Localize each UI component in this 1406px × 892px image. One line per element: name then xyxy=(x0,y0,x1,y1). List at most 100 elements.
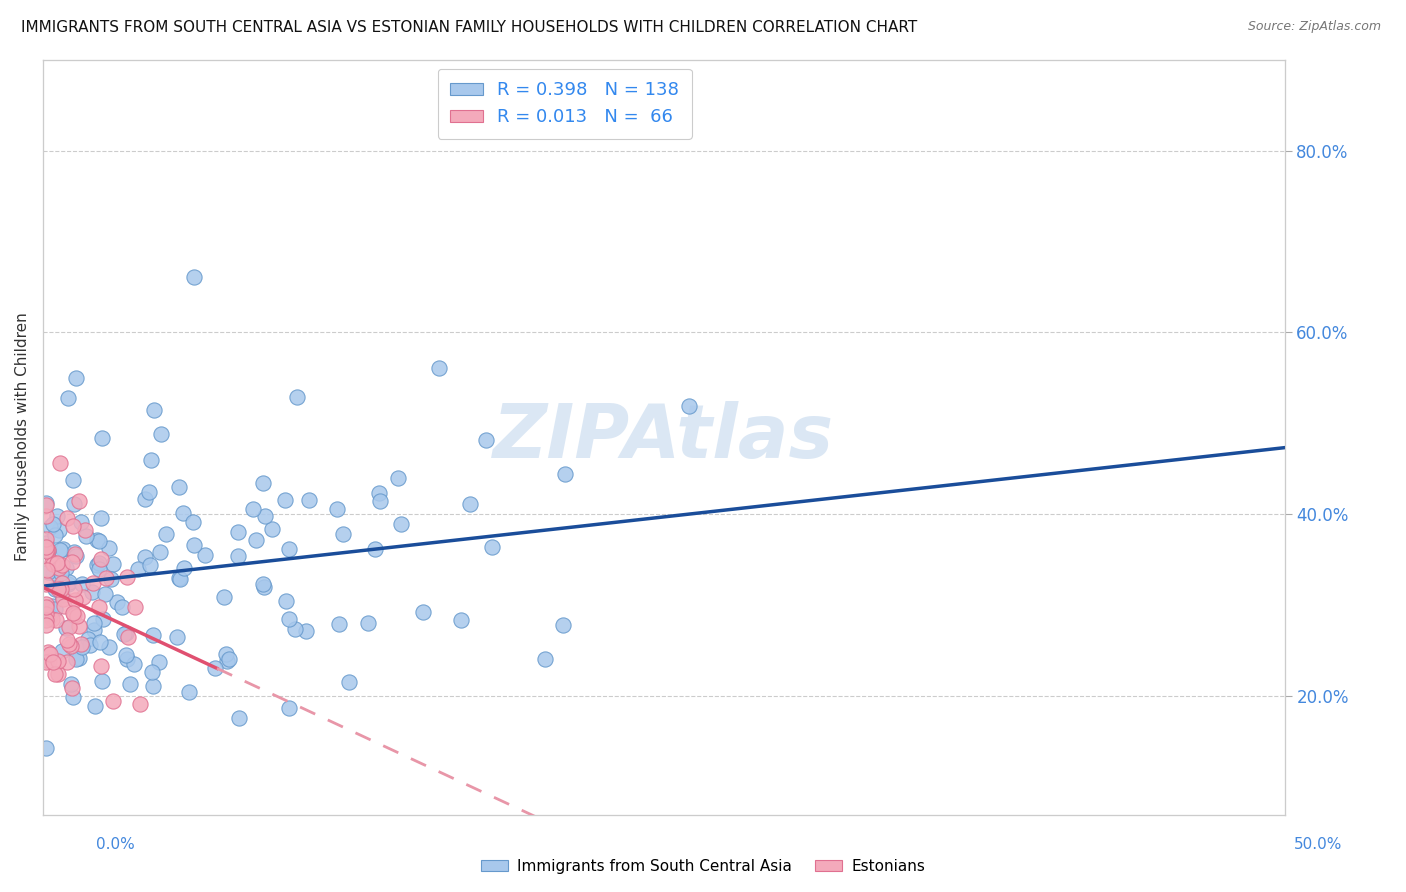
Point xyxy=(100,572,122,586)
Point xyxy=(34,618,56,632)
Point xyxy=(228,711,250,725)
Text: 50.0%: 50.0% xyxy=(1295,837,1343,852)
Point xyxy=(62,519,84,533)
Point xyxy=(194,549,217,563)
Point xyxy=(42,557,65,571)
Point xyxy=(277,612,299,626)
Point xyxy=(86,558,108,573)
Point xyxy=(278,701,301,715)
Point xyxy=(48,523,70,537)
Point xyxy=(367,485,389,500)
Point xyxy=(166,630,188,644)
Point xyxy=(173,561,195,575)
Point xyxy=(51,578,73,592)
Point xyxy=(63,582,86,596)
Point xyxy=(58,392,80,406)
Point xyxy=(35,540,58,554)
Point xyxy=(53,599,76,614)
Point xyxy=(58,575,80,590)
Point xyxy=(62,544,84,558)
Point xyxy=(427,360,450,375)
Point xyxy=(212,590,235,604)
Point xyxy=(37,544,59,558)
Point xyxy=(93,586,115,600)
Point xyxy=(83,623,105,637)
Point xyxy=(89,534,111,549)
Point xyxy=(38,654,60,668)
Point xyxy=(148,655,170,669)
Point xyxy=(273,493,295,508)
Point xyxy=(52,591,75,606)
Point xyxy=(678,399,700,413)
Point xyxy=(35,544,58,558)
Point xyxy=(44,582,66,597)
Point xyxy=(83,698,105,713)
Point xyxy=(44,666,66,681)
Point xyxy=(67,619,90,633)
Point xyxy=(475,434,498,448)
Point xyxy=(69,515,91,529)
Point xyxy=(51,576,73,591)
Point xyxy=(55,632,77,647)
Point xyxy=(134,491,156,506)
Point xyxy=(56,511,79,525)
Point xyxy=(115,570,138,584)
Point xyxy=(101,557,124,571)
Point xyxy=(89,634,111,648)
Point xyxy=(62,473,84,487)
Point xyxy=(134,550,156,565)
Point xyxy=(127,562,149,576)
Point xyxy=(48,561,70,575)
Point xyxy=(215,647,238,661)
Point xyxy=(65,370,87,384)
Point xyxy=(242,502,264,516)
Point xyxy=(254,508,277,523)
Point xyxy=(76,632,98,647)
Point xyxy=(337,674,360,689)
Point xyxy=(252,580,274,594)
Point xyxy=(34,536,56,550)
Point xyxy=(58,620,80,634)
Point xyxy=(172,506,194,520)
Point xyxy=(62,606,84,620)
Point xyxy=(60,639,83,653)
Point xyxy=(37,565,59,579)
Point xyxy=(115,648,138,662)
Point xyxy=(326,502,349,516)
Point xyxy=(35,607,58,622)
Point xyxy=(90,551,112,566)
Point xyxy=(65,549,87,563)
Point xyxy=(97,640,120,655)
Point xyxy=(90,674,112,689)
Point xyxy=(141,627,163,641)
Point xyxy=(105,595,128,609)
Point xyxy=(245,533,267,547)
Point xyxy=(35,542,58,557)
Point xyxy=(34,597,56,611)
Point xyxy=(49,566,72,580)
Point xyxy=(35,577,58,591)
Point xyxy=(35,496,58,510)
Point xyxy=(60,681,83,695)
Point xyxy=(262,522,284,536)
Point xyxy=(63,593,86,607)
Point xyxy=(167,571,190,585)
Point xyxy=(387,470,409,484)
Point xyxy=(284,623,307,637)
Point xyxy=(389,517,412,532)
Point xyxy=(34,655,56,669)
Point xyxy=(34,542,56,557)
Point xyxy=(332,527,354,541)
Point xyxy=(183,269,205,284)
Point xyxy=(252,577,274,591)
Point xyxy=(42,517,65,532)
Point xyxy=(181,515,204,529)
Point xyxy=(51,588,73,602)
Point xyxy=(41,599,63,613)
Point xyxy=(39,520,62,534)
Point xyxy=(38,648,60,662)
Point xyxy=(87,562,110,576)
Point xyxy=(90,511,112,525)
Point xyxy=(82,576,104,591)
Point xyxy=(60,676,83,690)
